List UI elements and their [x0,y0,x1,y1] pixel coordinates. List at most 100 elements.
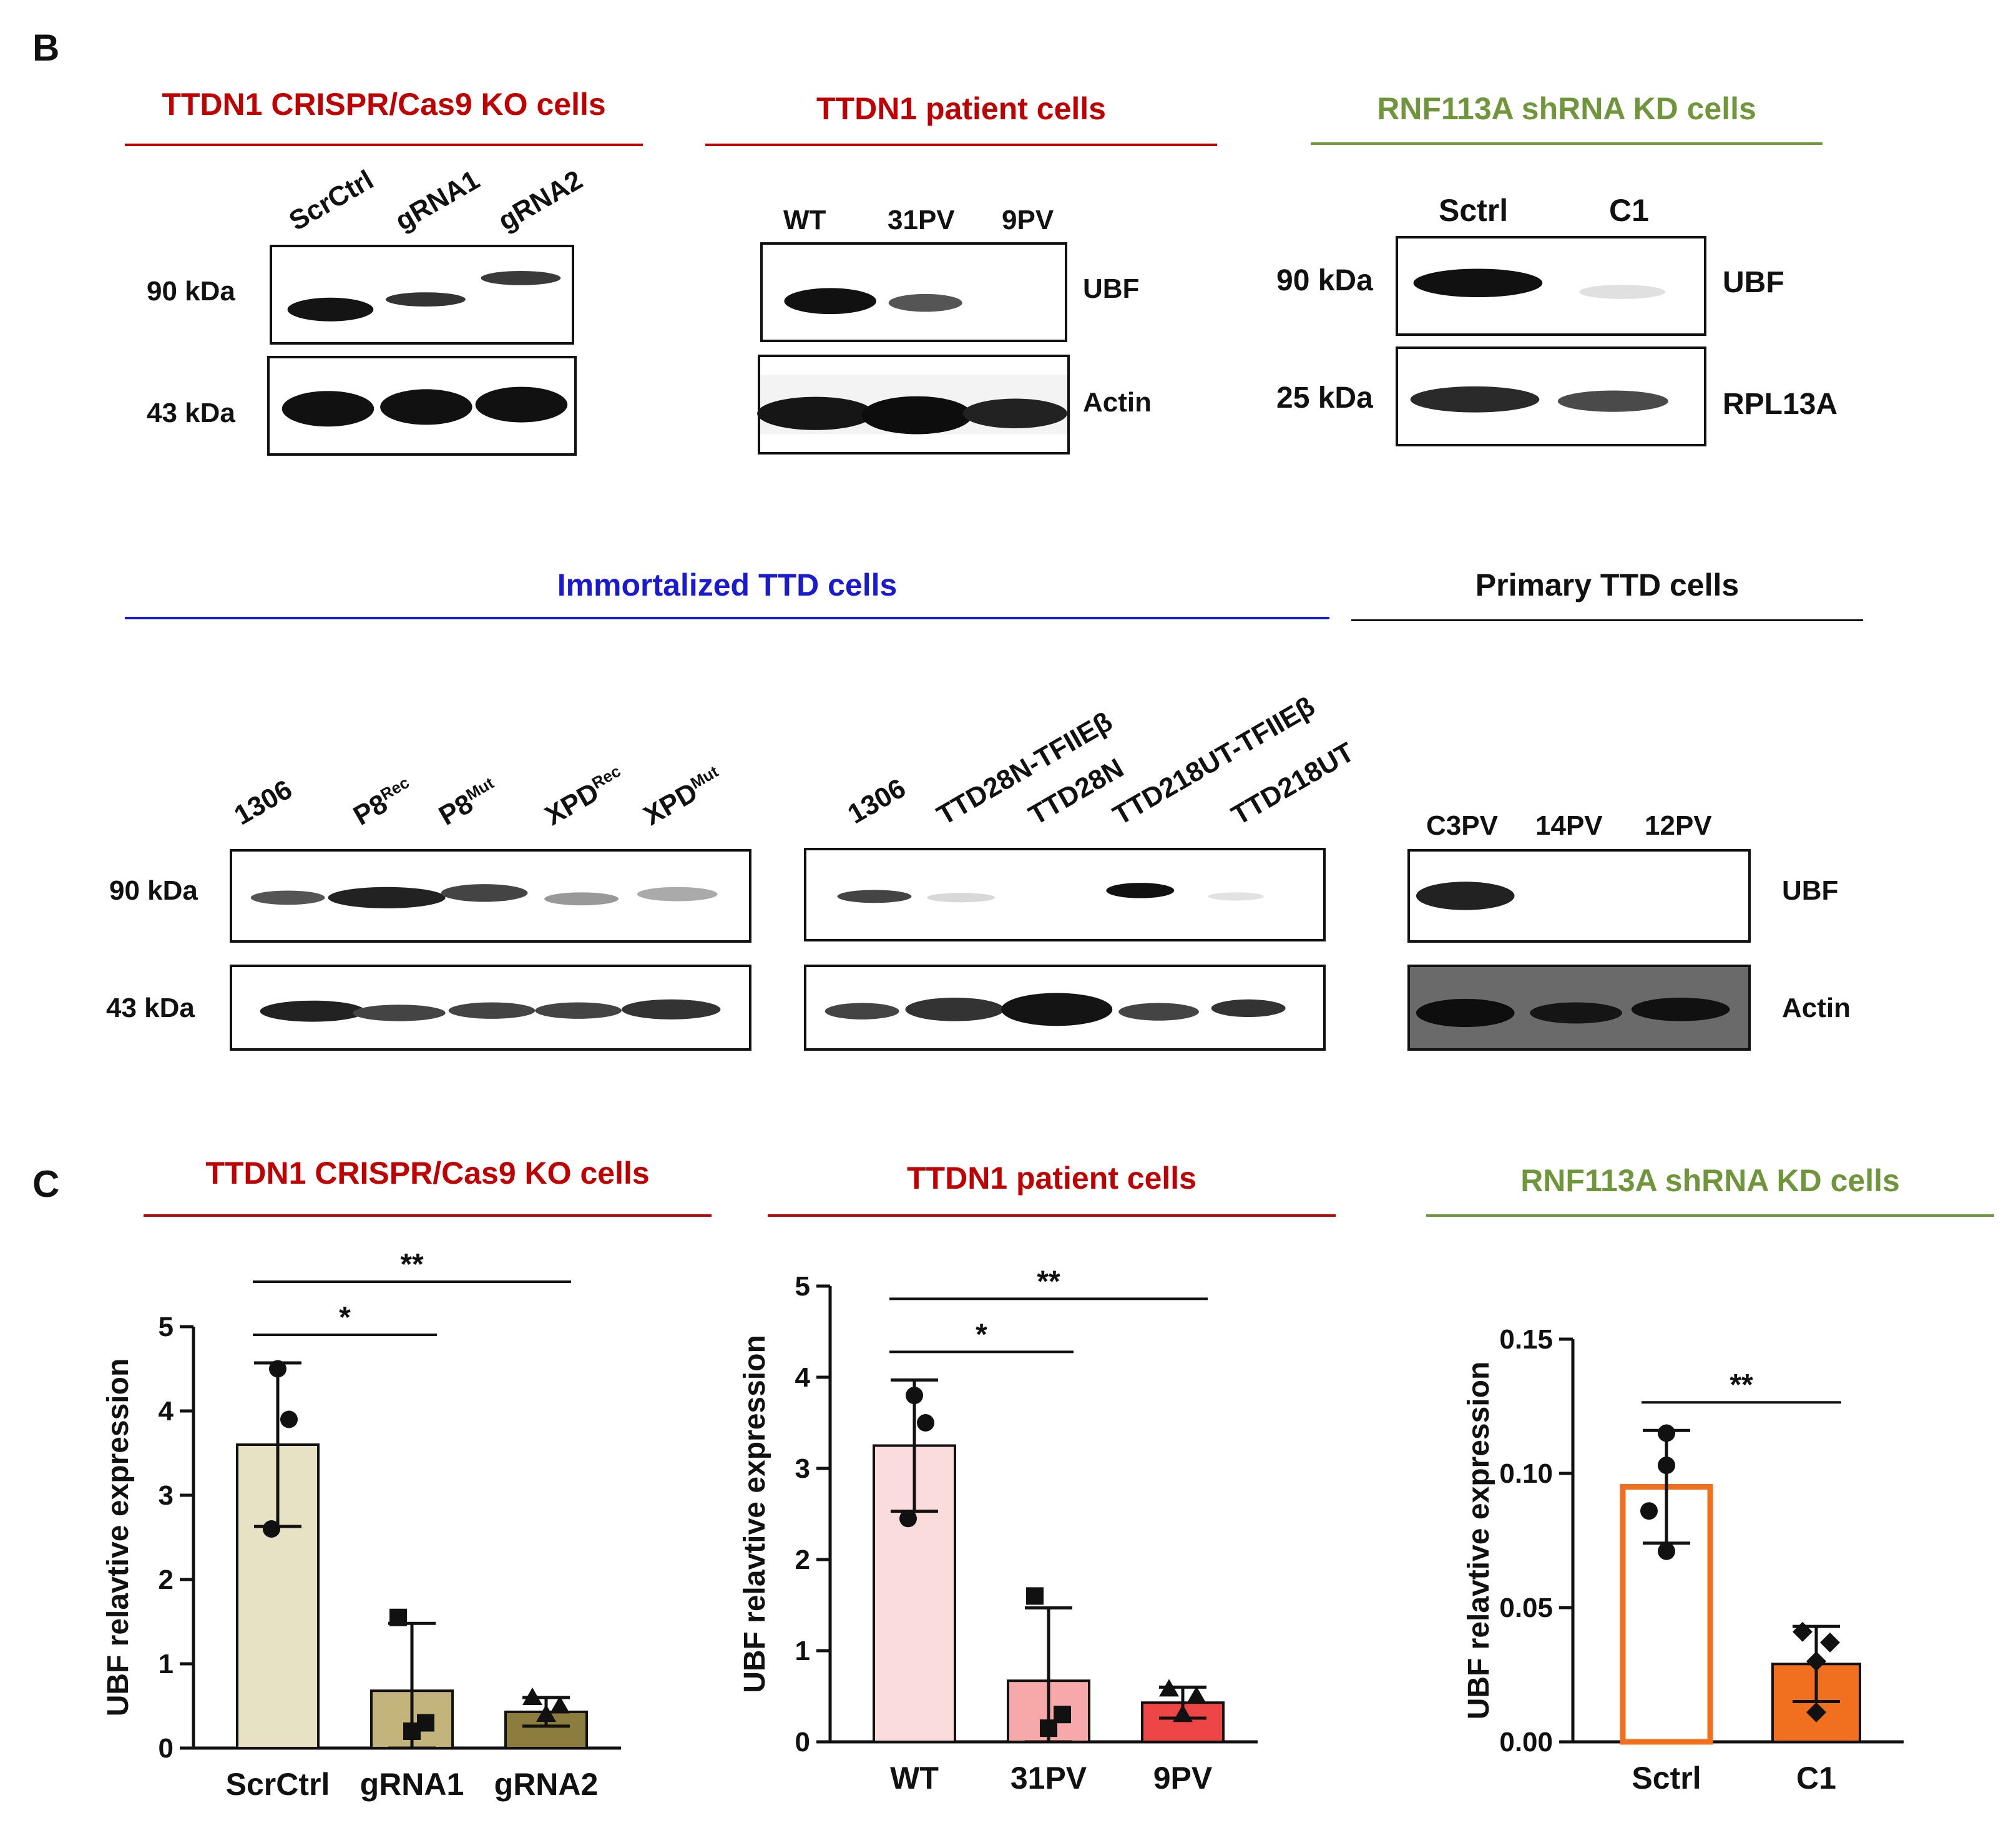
lane-label: 14PV [1535,810,1603,841]
patient-ubf-blot [760,242,1067,342]
y-tick-label: 0 [795,1727,810,1757]
band [1118,1003,1199,1021]
band [1410,386,1540,413]
panel-b-letter: B [32,27,60,69]
lane-label: XPDRec [540,761,624,832]
chart-title: RNF113A shRNA KD cells [1520,1163,1900,1198]
data-point [917,1414,934,1432]
primary-rule [1351,619,1863,621]
band [1106,883,1175,898]
lane-label: XPDMut [639,762,722,832]
band [837,890,912,903]
y-tick-label: 3 [795,1453,810,1484]
rnf-blot-title: RNF113A shRNA KD cells [1377,91,1756,126]
data-point [1640,1502,1658,1520]
data-point [1658,1424,1675,1442]
band [1416,998,1515,1028]
band [385,292,466,307]
significance-label: ** [1037,1265,1060,1298]
band [1530,1002,1622,1024]
patient-blot-title: TTDN1 patient cells [816,91,1106,126]
protein-label: RPL13A [1723,388,1838,421]
band [621,999,721,1020]
y-tick-label: 1 [159,1649,174,1679]
band [962,398,1067,428]
band [757,396,874,430]
y-axis-label: UBF relavtive expression [102,1359,135,1717]
crispr-actin-blot [267,356,577,456]
data-point [1026,1587,1044,1605]
lane-label: Sctrl [1439,193,1509,228]
band [1211,999,1286,1018]
crispr-blot-title: TTDN1 CRISPR/Cas9 KO cells [162,87,606,122]
significance-label: ** [1730,1369,1753,1402]
mw-label: 43 kDa [106,993,195,1023]
rnf-blot-rule [1311,142,1823,145]
lane-label: P8Mut [434,773,497,832]
lane-label: C1 [1609,193,1649,228]
mw-label: 90 kDa [1276,264,1373,297]
chart-title-rule [144,1214,712,1217]
lane-label: 9PV [1002,205,1054,235]
band [281,391,374,427]
data-point [263,1520,280,1538]
band [380,389,472,425]
patient-blot-rule [705,144,1217,146]
y-tick-label: 5 [159,1312,174,1342]
panel-c-letter: C [32,1163,60,1205]
band [1557,390,1668,412]
band [544,892,619,906]
y-tick-label: 5 [795,1271,810,1302]
band [353,1005,446,1021]
chart-title: TTDN1 CRISPR/Cas9 KO cells [205,1156,650,1191]
rnf-rpl13a-blot [1396,346,1706,446]
x-category-label: ScrCtrl [226,1767,330,1802]
lane-label: ScrCtrl [284,164,379,237]
bar-chart-patient: 0 1 2 3 4 5 UBF relavtive expression WT 31PV 9PV *… [738,1265,1258,1796]
band [535,1002,622,1019]
data-point [1187,1686,1206,1704]
data-point [1658,1457,1675,1475]
band [475,386,568,423]
y-tick-label: 2 [159,1565,174,1595]
mw-label: 25 kDa [1276,381,1373,415]
primary-actin-blot [1407,965,1751,1051]
protein-label: Actin [1083,387,1152,418]
y-tick-label: 1 [795,1636,810,1666]
primary-ubf-blot [1407,849,1751,943]
data-point [1793,1621,1813,1642]
data-point [280,1410,298,1428]
band [637,887,718,902]
chart-title: TTDN1 patient cells [907,1161,1196,1196]
data-point [269,1360,286,1378]
immortalized-ubf-blot-a [230,849,751,943]
protein-label: UBF [1083,273,1140,304]
protein-label: Actin [1782,993,1851,1023]
bar [1620,1484,1713,1745]
x-category-label: gRNA1 [360,1767,464,1802]
data-point [906,1387,923,1405]
band [905,997,1004,1021]
band [1001,993,1113,1026]
primary-title: Primary TTD cells [1475,568,1740,602]
lane-label: gRNA2 [493,164,588,237]
chart-title-rule [1426,1214,1994,1217]
band [927,893,996,903]
band [861,396,972,435]
immortalized-actin-blot-b [804,965,1326,1051]
lane-label: 12PV [1645,810,1712,841]
data-point [1173,1704,1193,1722]
band [1579,285,1666,299]
y-tick-label: 0.10 [1499,1458,1553,1489]
band [260,1000,365,1022]
y-axis-label: UBF relavtive expression [738,1335,771,1693]
band [287,297,374,322]
x-category-label: C1 [1796,1761,1836,1796]
significance-label: * [976,1318,987,1351]
band [1416,882,1515,910]
data-point [1820,1632,1840,1653]
y-tick-label: 4 [159,1396,174,1427]
band [825,1003,899,1020]
data-point [536,1704,556,1722]
